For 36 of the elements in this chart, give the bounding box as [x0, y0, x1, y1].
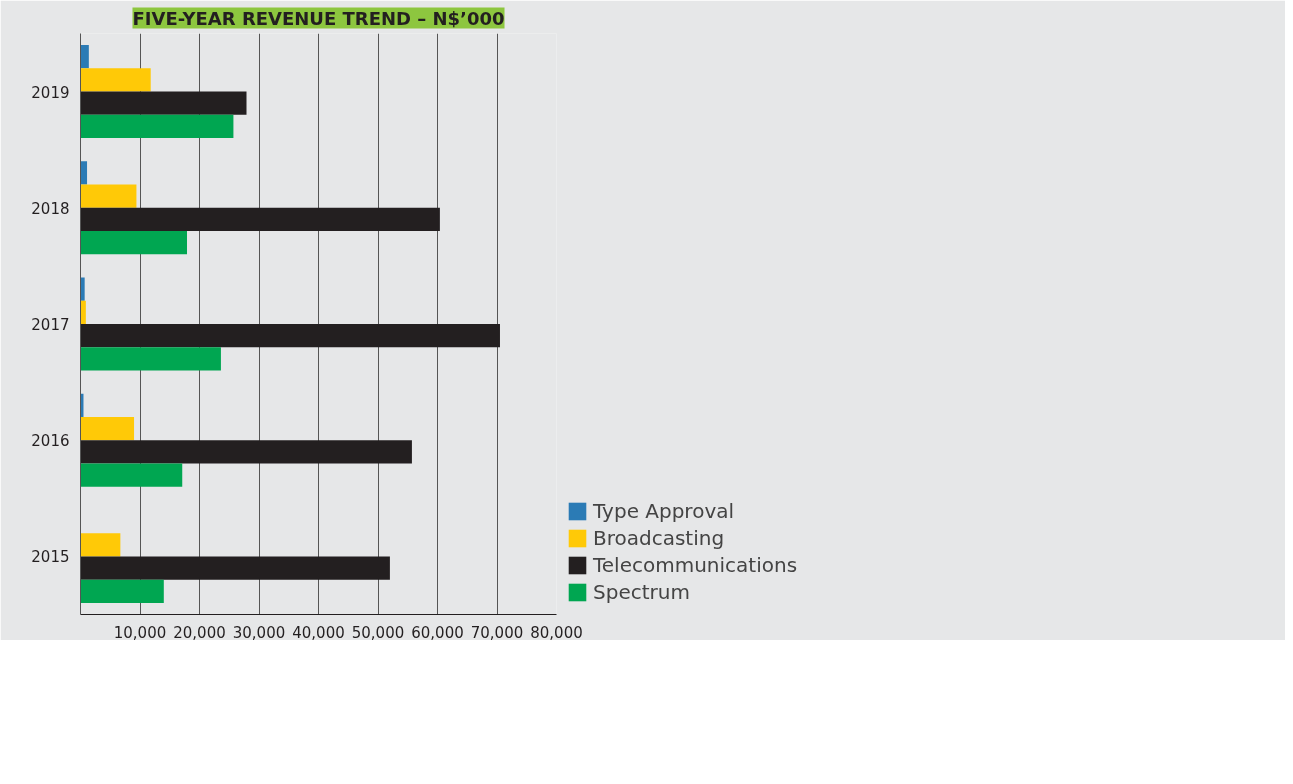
y-tick-label: 2016 [31, 432, 70, 451]
bar [80, 114, 234, 139]
x-tick-label: 10,000 [113, 623, 167, 642]
x-tick-label: 70,000 [470, 623, 524, 642]
bar [80, 68, 151, 92]
bar [80, 45, 89, 69]
bar [80, 579, 164, 603]
y-tick-label: 2017 [31, 316, 70, 334]
x-tick-label: 30,000 [232, 623, 286, 642]
bar [80, 207, 440, 232]
bar [80, 440, 412, 464]
x-tick-label: 80,000 [530, 623, 583, 642]
bar [80, 161, 88, 185]
bar [80, 277, 85, 301]
bar [80, 556, 390, 580]
bar [80, 533, 121, 557]
x-tick-label: 40,000 [292, 623, 345, 642]
bar [80, 463, 183, 487]
bar [80, 231, 188, 255]
x-tick-label: 20,000 [173, 623, 226, 642]
x-tick-label: 50,000 [351, 623, 405, 642]
y-tick-label: 2019 [31, 83, 70, 102]
y-tick-label: 2015 [31, 548, 70, 567]
x-tick-label: 60,000 [411, 623, 464, 642]
bar [80, 347, 221, 371]
chart-title: FIVE-YEAR REVENUE TREND – N$’000 [132, 7, 505, 29]
legend-label: Type Approval [593, 499, 735, 523]
legend-label: Spectrum [593, 580, 690, 604]
bar [80, 300, 86, 324]
bar [80, 184, 137, 208]
legend-label: Broadcasting [593, 526, 725, 550]
legend-label: Telecommunications [593, 553, 798, 577]
bar [80, 91, 247, 115]
y-tick-label: 2018 [31, 199, 70, 218]
bar [80, 416, 135, 441]
bar [80, 324, 500, 348]
